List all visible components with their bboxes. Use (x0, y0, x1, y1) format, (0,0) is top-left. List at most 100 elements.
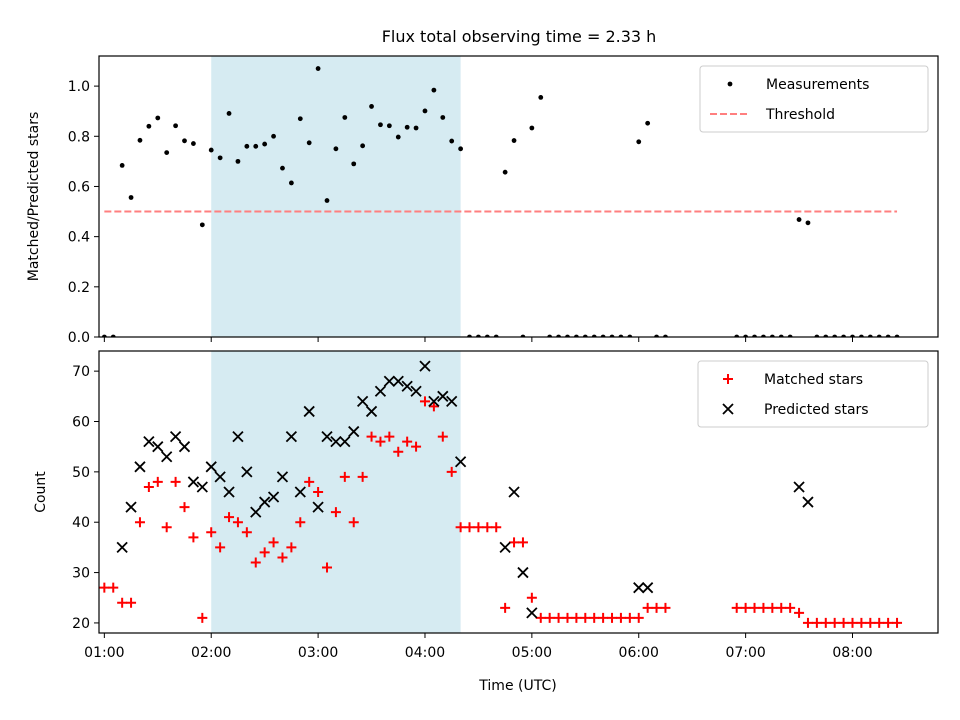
measurement-point (378, 122, 383, 128)
matched-star-point (794, 607, 805, 618)
measurement-point (164, 150, 170, 155)
matched-star-point (562, 612, 573, 623)
measurement-point (511, 138, 517, 143)
matched-star-point (99, 582, 110, 593)
matched-star-point (607, 612, 618, 623)
legend-box (697, 360, 929, 428)
axes-frame (98, 350, 939, 634)
matched-star-point (232, 517, 243, 528)
measurement-point (137, 137, 143, 143)
predicted-star-point (383, 375, 395, 387)
matched-star-point (143, 481, 154, 492)
predicted-star-point (259, 496, 271, 508)
matched-star-point (241, 527, 252, 538)
matched-star-point (571, 612, 582, 623)
matched-star-point (259, 547, 270, 558)
measurement-point (244, 143, 250, 149)
predicted-star-point (365, 405, 378, 418)
predicted-star-point (178, 441, 191, 453)
measurement-point (280, 165, 285, 171)
predicted-star-point (802, 496, 814, 508)
y-tick-label: 40 (72, 515, 90, 531)
measurement-point (182, 138, 187, 144)
matched-star-point (829, 617, 840, 628)
predicted-star-point (196, 481, 208, 493)
matched-star-point (126, 597, 137, 608)
legend-label: Matched stars (764, 372, 863, 388)
matched-star-point (642, 602, 653, 613)
predicted-star-point (294, 486, 306, 498)
matched-star-point (473, 522, 484, 533)
measurement-point (288, 180, 294, 186)
measurement-point (796, 217, 802, 222)
matched-star-point (767, 602, 778, 613)
matched-star-point (482, 522, 493, 533)
predicted-star-point (348, 425, 360, 438)
measurement-point (333, 146, 339, 152)
matched-star-point (856, 617, 867, 628)
matched-star-point (108, 582, 119, 593)
matched-star-point (224, 512, 235, 523)
x-tick-label: 07:00 (725, 645, 765, 661)
predicted-star-point (392, 375, 404, 387)
measurement-point (146, 123, 152, 129)
y-tick-label: 0.2 (68, 280, 90, 296)
predicted-star-point (526, 607, 538, 619)
matched-star-point (428, 401, 439, 412)
measurement-point (297, 116, 303, 122)
matched-star-point (553, 612, 564, 623)
plot-area (99, 360, 903, 628)
measurement-point (253, 143, 259, 149)
measurement-point (217, 155, 223, 161)
measurement-point (386, 123, 392, 129)
predicted-star-point (339, 436, 351, 448)
matched-star-point (874, 617, 885, 628)
predicted-star-point (125, 501, 137, 513)
matched-star-point (811, 617, 822, 628)
x-axis-label: Time (UTC) (478, 678, 556, 694)
matched-star-point (170, 476, 181, 487)
measurement-point (360, 143, 366, 149)
matched-star-point (411, 441, 422, 452)
x-tick-label: 05:00 (512, 645, 552, 661)
x-tick-label: 02:00 (191, 645, 231, 661)
predicted-star-point (437, 390, 449, 402)
predicted-star-point (793, 481, 805, 493)
predicted-star-point (223, 486, 235, 498)
matched-star-point (286, 542, 297, 553)
matched-star-point (134, 517, 145, 528)
matched-star-point (117, 597, 128, 608)
predicted-star-point (499, 541, 511, 554)
matched-star-point (785, 602, 796, 613)
y-tick-label: 30 (72, 566, 90, 582)
predicted-star-point (161, 451, 173, 463)
matched-star-point (295, 517, 306, 528)
axes-frame (98, 55, 939, 338)
measurement-point (440, 115, 446, 120)
y-tick-label: 1.0 (68, 79, 90, 95)
matched-star-point (464, 522, 475, 533)
measurement-point (315, 66, 321, 71)
measurement-point (155, 115, 161, 121)
measurement-point (805, 220, 811, 226)
matched-star-point (820, 617, 831, 628)
measurement-point (208, 147, 214, 153)
y-tick-label: 50 (72, 465, 90, 481)
matched-star-point (883, 617, 894, 628)
measurement-point (645, 120, 651, 126)
measurement-point (119, 162, 125, 168)
matched-star-point (250, 557, 261, 568)
measurement-point (226, 111, 232, 116)
predicted-star-point (508, 486, 520, 498)
matched-star-point (384, 431, 395, 442)
y-tick-label: 0.0 (68, 330, 90, 346)
predicted-star-point (276, 471, 289, 483)
matched-star-point (188, 532, 199, 543)
matched-star-point (749, 602, 760, 613)
observing-span (211, 351, 461, 633)
predicted-star-point (134, 461, 146, 473)
matched-star-point (437, 431, 448, 442)
matched-star-point (865, 617, 876, 628)
y-tick-label: 70 (72, 364, 90, 380)
matched-star-point (776, 602, 787, 613)
